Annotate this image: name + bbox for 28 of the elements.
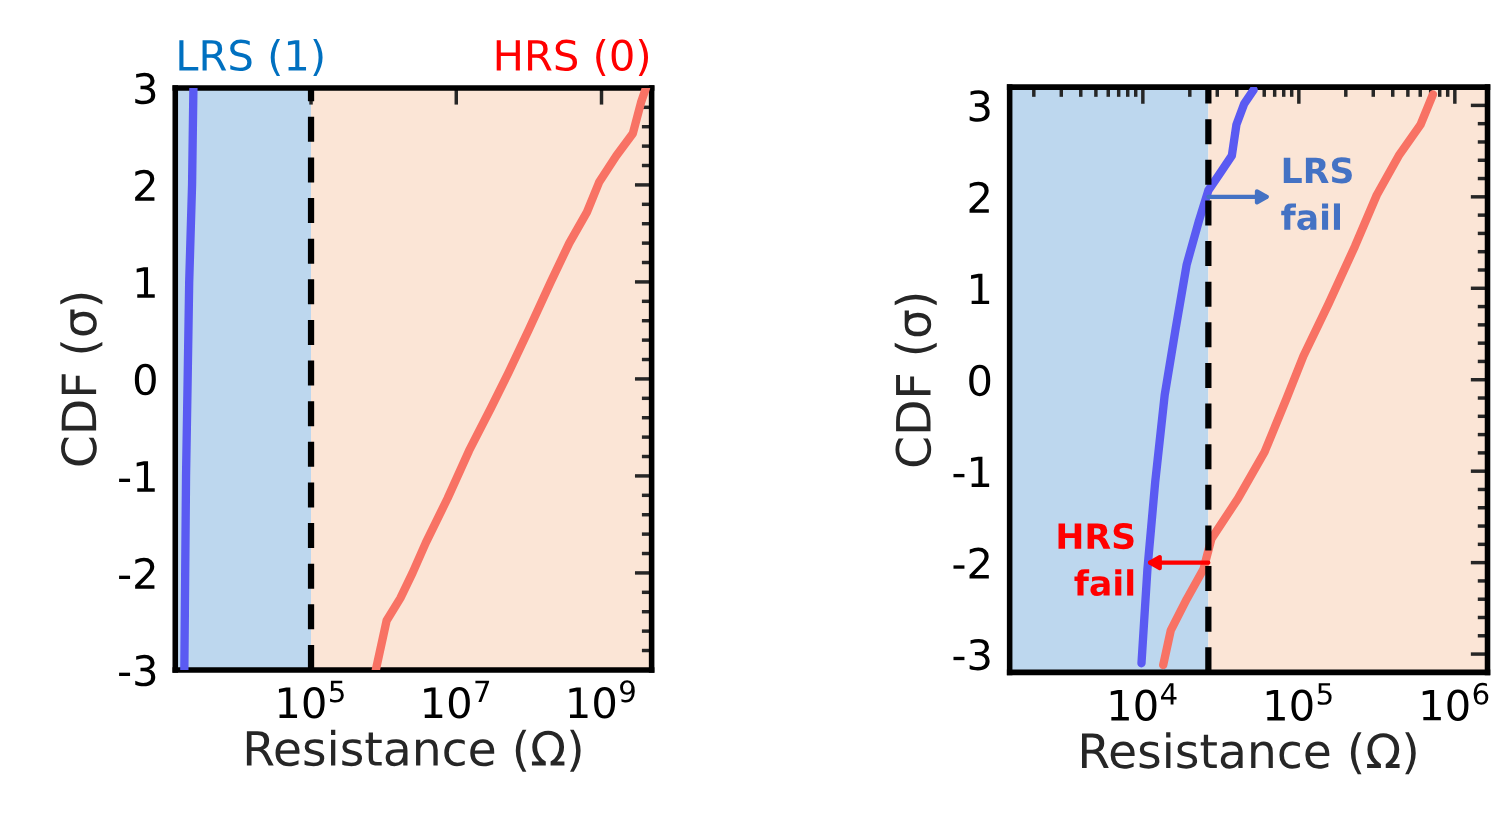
y-tick-label: 3: [969, 90, 990, 122]
y-tick-label: 0: [134, 363, 156, 396]
y-axis-title: CDF (σ): [60, 293, 103, 466]
y-tick-label: -3: [119, 654, 156, 687]
x-axis-title: Resistance (Ω): [1082, 732, 1416, 775]
y-tick-label: 2: [969, 181, 989, 213]
x-tick-label: 10$^{7}$: [424, 680, 490, 719]
y-tick-label: -1: [953, 456, 990, 488]
x-tick-label: 10$^{5}$: [278, 680, 344, 719]
x-tick-label: 10$^{5}$: [1266, 683, 1332, 721]
x-tick-label: 10$^{9}$: [569, 680, 635, 719]
y-tick-label: 1: [971, 273, 990, 305]
y-tick-label: -3: [953, 638, 990, 671]
text: HRS (0): [496, 38, 649, 77]
y-tick-label: -2: [953, 547, 989, 579]
annotation: LRS fail: [1281, 157, 1352, 231]
annotation: HRS fail: [1058, 523, 1134, 597]
y-tick-label: -1: [119, 461, 155, 492]
x-axis-title: Resistance (Ω): [246, 729, 581, 772]
y-tick-label: 0: [969, 364, 991, 397]
text: LRS (1): [179, 38, 323, 77]
y-tick-label: 3: [135, 72, 156, 105]
y-tick-label: 1: [136, 267, 155, 298]
y-tick-label: 2: [135, 169, 155, 201]
x-tick-label: 10$^{6}$: [1422, 682, 1489, 721]
y-tick-label: -2: [119, 557, 155, 589]
x-tick-label: 10$^{4}$: [1110, 683, 1177, 721]
y-axis-title: CDF (σ): [894, 294, 937, 467]
